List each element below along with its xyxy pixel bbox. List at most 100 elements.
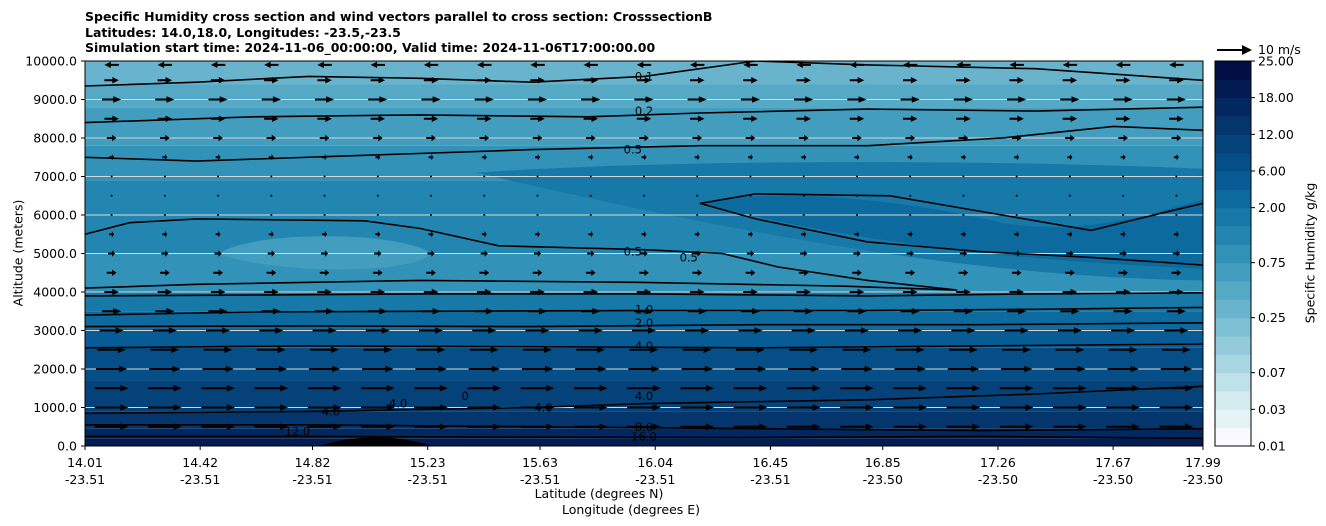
wind-arrow <box>1175 175 1178 178</box>
wind-arrow <box>1015 175 1018 178</box>
wind-arrow <box>907 154 913 161</box>
wind-arrow <box>157 288 173 296</box>
wind-arrow <box>949 346 978 353</box>
wind-arrow <box>104 61 119 69</box>
title-line-3: Simulation start time: 2024-11-06_00:00:… <box>85 40 656 55</box>
wind-arrow <box>962 194 965 197</box>
wind-arrow <box>361 385 395 392</box>
x-tick-label-latitude: 15.63 <box>522 455 558 470</box>
wind-arrow <box>1054 365 1086 373</box>
wind-arrow <box>999 385 1034 392</box>
contour-lines <box>85 61 1203 440</box>
wind-arrow <box>532 134 543 142</box>
moist-core-region <box>699 195 1203 269</box>
wind-arrow <box>1009 77 1024 84</box>
wind-arrow <box>1013 250 1021 257</box>
wind-arrow <box>155 96 175 103</box>
wind-arrow <box>255 365 287 373</box>
wind-arrow <box>376 214 379 216</box>
wind-arrow <box>467 385 502 392</box>
wind-arrow <box>201 385 235 392</box>
wind-arrow <box>1171 134 1182 142</box>
wind-arrow <box>946 404 981 411</box>
wind-arrow <box>791 327 816 334</box>
wind-arrow <box>374 250 382 257</box>
wind-arrow <box>427 250 435 257</box>
wind-vectors <box>94 61 1194 430</box>
wind-arrow <box>682 346 712 353</box>
x-tick-label-longitude: -23.51 <box>292 472 332 487</box>
x-tick-label-latitude: 14.82 <box>295 455 331 470</box>
wind-arrow <box>796 288 811 296</box>
wind-arrow <box>1173 231 1179 238</box>
wind-arrow <box>643 214 645 216</box>
contour-line <box>85 322 1203 328</box>
contour-line <box>85 385 1203 415</box>
wind-arrow <box>428 154 434 161</box>
wind-arrow <box>481 231 487 238</box>
wind-arrow <box>415 365 447 373</box>
colorbar-segment <box>1215 189 1251 209</box>
wind-arrow <box>639 269 649 276</box>
wind-arrow <box>956 61 971 69</box>
wind-arrow <box>1169 115 1184 122</box>
wind-arrow <box>430 214 433 216</box>
wind-arrow <box>527 308 548 315</box>
wind-arrow <box>368 96 388 103</box>
wind-arrow <box>150 346 180 353</box>
wind-arrow <box>583 115 598 122</box>
wind-arrow <box>1007 308 1027 315</box>
wind-arrow <box>951 327 976 334</box>
wind-arrow <box>962 214 965 216</box>
wind-arrow <box>801 231 807 238</box>
wind-arrow <box>536 194 539 197</box>
wind-arrow <box>794 308 814 315</box>
x-tick-label-longitude: -23.51 <box>408 472 448 487</box>
wind-arrow <box>902 115 918 122</box>
wind-arrow <box>1119 250 1127 257</box>
wind-arrow <box>1011 134 1022 142</box>
wind-arrow <box>894 365 926 373</box>
wind-arrow <box>214 250 222 257</box>
wind-arrow <box>796 115 811 122</box>
wind-arrow <box>634 308 654 315</box>
x-tick-label-longitude: -23.51 <box>750 472 790 487</box>
wind-arrow <box>261 308 281 315</box>
wind-arrow <box>467 423 502 430</box>
wind-arrow <box>270 214 273 216</box>
wind-arrow <box>962 175 965 178</box>
wind-arrow <box>157 115 173 122</box>
contour-label: 0.2 <box>635 104 653 118</box>
contour-line <box>85 61 756 87</box>
y-tick-label: 10000.0 <box>25 54 77 69</box>
wind-arrow <box>1108 346 1138 353</box>
wind-arrow <box>588 231 594 238</box>
wind-arrow <box>801 154 807 161</box>
wind-arrow <box>426 269 436 276</box>
wind-arrow <box>264 77 279 84</box>
wind-arrow <box>264 288 279 296</box>
wind-arrow <box>254 423 289 430</box>
wind-arrow <box>802 214 805 216</box>
wind-reference-label: 10 m/s <box>1258 42 1301 57</box>
wind-arrow <box>270 175 273 178</box>
y-tick-label: 2000.0 <box>33 362 77 377</box>
wind-arrow <box>627 385 661 392</box>
wind-arrow <box>373 134 383 142</box>
wind-arrow <box>641 231 647 238</box>
wind-arrow <box>1118 134 1128 142</box>
wind-arrow <box>1053 404 1087 411</box>
colorbar-tick-label: 12.00 <box>1258 127 1294 142</box>
wind-arrow <box>202 365 234 373</box>
x-tick-label-latitude: 17.67 <box>1095 455 1131 470</box>
colorbar-segment <box>1215 262 1251 282</box>
wind-arrow <box>743 61 758 69</box>
wind-arrow <box>368 308 388 315</box>
wind-arrow <box>521 365 554 373</box>
wind-arrow <box>999 404 1034 411</box>
wind-arrow <box>902 61 918 69</box>
wind-arrow <box>1065 134 1075 142</box>
wind-arrow <box>467 404 502 411</box>
wind-arrow <box>1171 269 1182 276</box>
wind-arrow <box>373 269 383 276</box>
